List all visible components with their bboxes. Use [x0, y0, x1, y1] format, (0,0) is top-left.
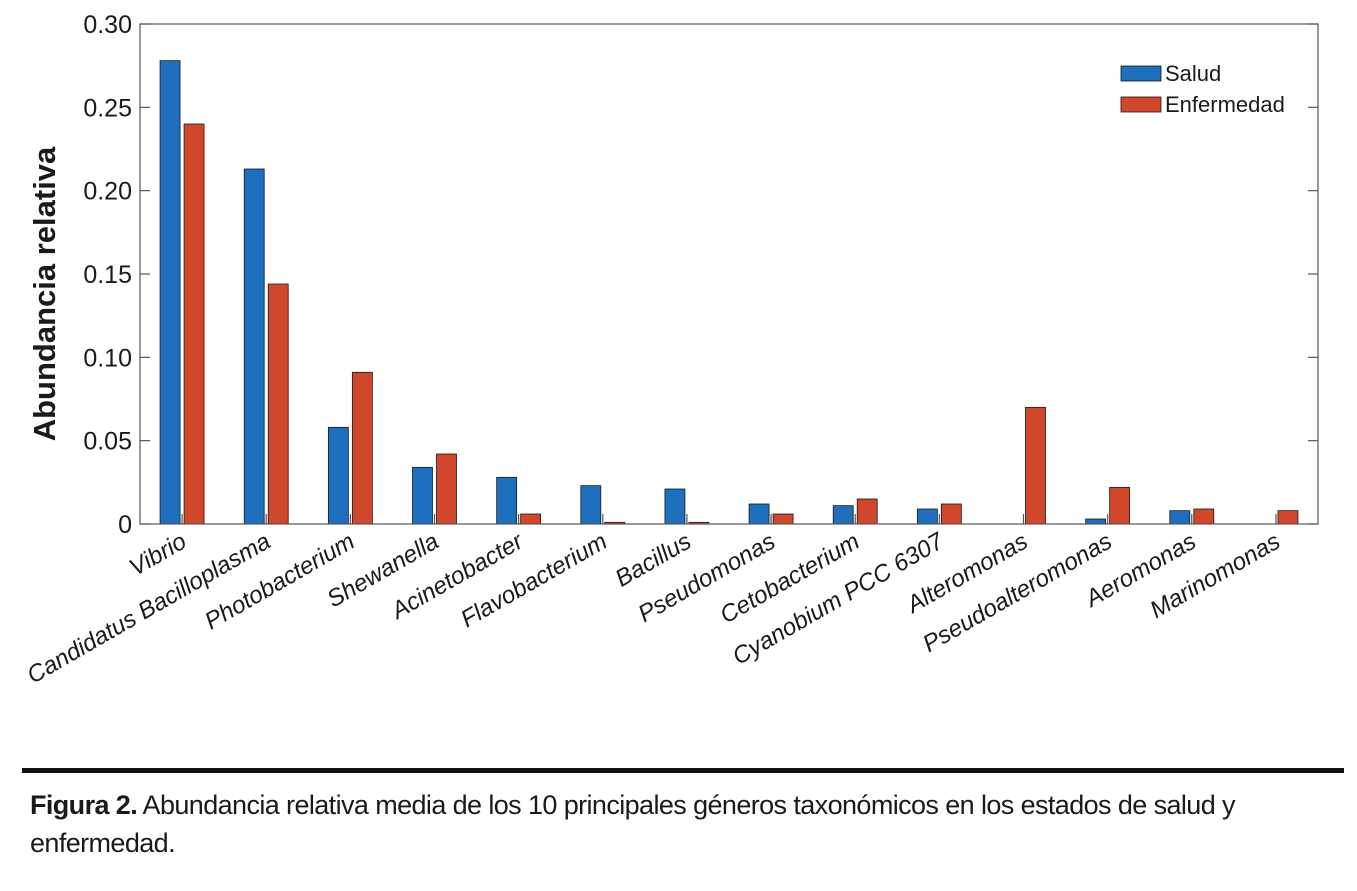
- bar-enfermedad: [1109, 486, 1131, 525]
- bar-enfermedad: [1277, 510, 1299, 525]
- bar-salud: [412, 466, 433, 525]
- bar-enfermedad: [772, 513, 794, 525]
- bar-salud: [748, 503, 770, 525]
- bar-salud: [496, 476, 518, 525]
- bar-chart: 0 0.05 0.10 0.15 0.20 0.25 0.30 VibrioCandidat…: [23, 11, 1319, 689]
- y-tick-label: 0.15: [83, 261, 132, 289]
- y-tick-label: 0.05: [83, 428, 132, 456]
- bar-enfermedad: [436, 453, 457, 525]
- bar-enfermedad: [856, 498, 878, 525]
- bar-salud: [664, 488, 686, 525]
- y-tick-label: 0.30: [83, 11, 132, 39]
- bar-salud: [832, 505, 854, 525]
- legend-label-enfermedad: Enfermedad: [1165, 92, 1285, 117]
- bar-salud: [327, 426, 349, 525]
- bar-salud: [580, 485, 602, 525]
- bar-enfermedad: [183, 123, 205, 525]
- y-axis-label: Abundancia relativa: [27, 146, 62, 441]
- y-tick-labels: 0 0.05 0.10 0.15 0.20 0.25 0.30: [83, 11, 132, 539]
- y-tick-label: 0.20: [83, 178, 132, 206]
- bar-enfermedad: [267, 283, 289, 525]
- caption-text: Abundancia relativa media de los 10 prin…: [30, 790, 1236, 858]
- bar-salud: [159, 60, 181, 525]
- legend: Salud Enfermedad: [1120, 61, 1285, 117]
- bars: [159, 60, 1299, 525]
- legend-label-salud: Salud: [1165, 61, 1221, 86]
- legend-swatch-enfermedad: [1120, 96, 1162, 113]
- bar-salud: [1169, 510, 1191, 525]
- bar-enfermedad: [1193, 508, 1215, 525]
- plot-frame: [139, 23, 1319, 525]
- y-tick-label: 0.10: [83, 344, 132, 372]
- bar-enfermedad: [351, 371, 373, 525]
- bar-salud: [1085, 518, 1107, 525]
- bar-salud: [243, 168, 265, 525]
- bar-enfermedad: [940, 503, 962, 525]
- bar-salud: [916, 508, 938, 525]
- y-tick-label: 0: [118, 511, 132, 539]
- figure-caption: Figura 2. Abundancia relativa media de l…: [30, 786, 1330, 862]
- bar-enfermedad: [520, 513, 542, 525]
- caption-label: Figura 2.: [30, 790, 138, 820]
- caption-divider: [22, 768, 1344, 773]
- category-label: Flavobacterium: [456, 528, 612, 633]
- legend-swatch-salud: [1120, 65, 1162, 82]
- bar-enfermedad: [1025, 406, 1046, 525]
- y-tick-label: 0.25: [83, 94, 132, 122]
